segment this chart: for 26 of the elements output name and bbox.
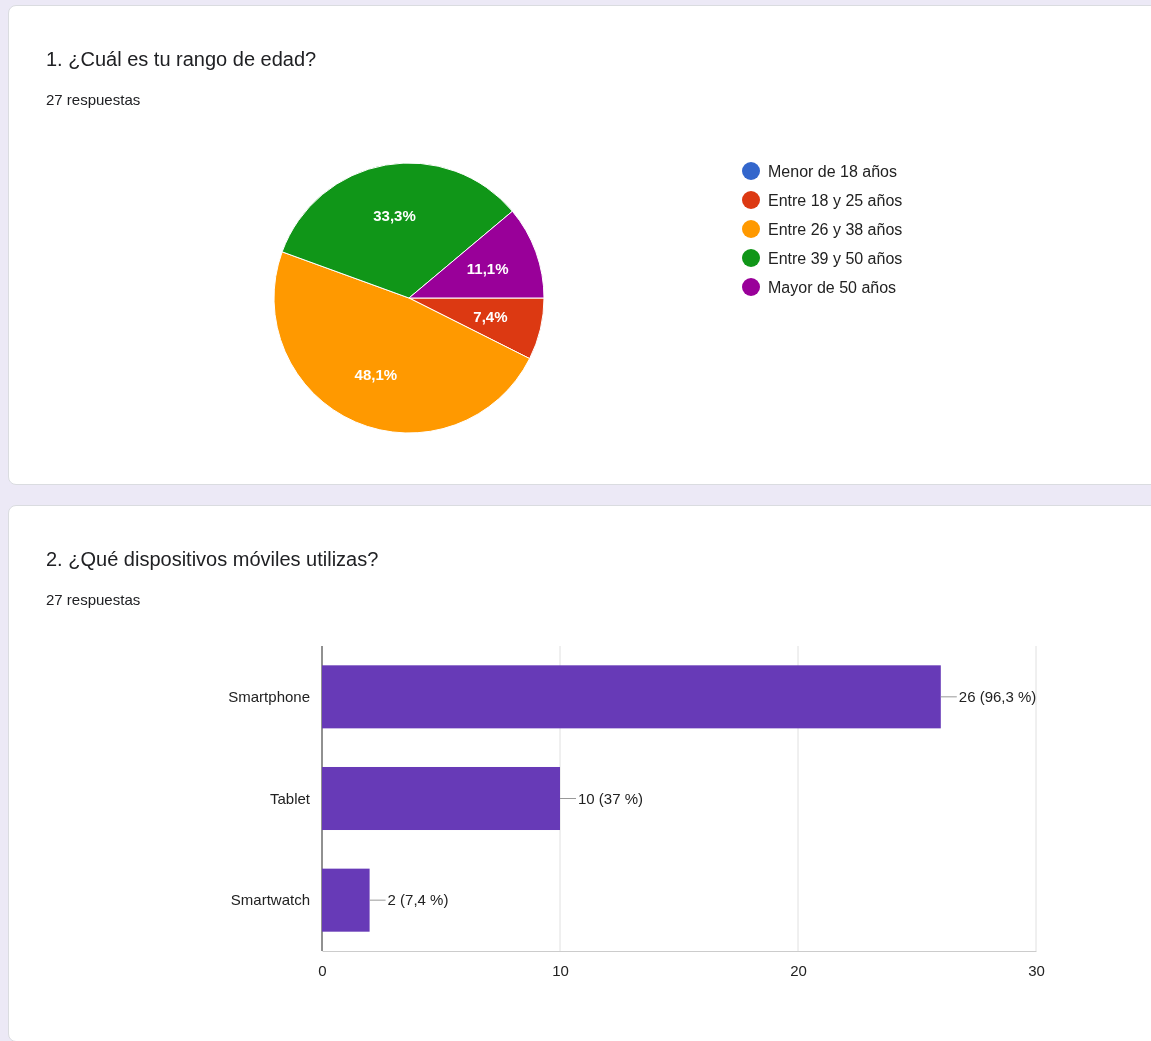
- bar: [322, 868, 370, 932]
- x-tick-label: 20: [790, 961, 807, 979]
- data-label: 48,1%: [354, 365, 398, 383]
- x-tick-label: 0: [318, 961, 327, 979]
- bar: [322, 665, 941, 729]
- text: 27 respuestas: [46, 91, 141, 108]
- x-tick-label: 30: [1028, 961, 1045, 979]
- chart-title: 2. ¿Qué dispositivos móviles utilizas?: [46, 548, 379, 570]
- legend-label: Entre 26 y 38 años: [768, 221, 903, 238]
- y-tick-label: Tablet: [269, 789, 311, 807]
- bar: [322, 766, 560, 831]
- data-label: 7,4%: [473, 308, 508, 326]
- x-tick-label: 10: [552, 961, 569, 979]
- data-label: 11,1%: [466, 260, 509, 278]
- text: 27 respuestas: [46, 591, 141, 608]
- data-label: 33,3%: [373, 206, 416, 224]
- data-label: 2 (7,4 %): [387, 891, 449, 909]
- chart-title: 1. ¿Cuál es tu rango de edad?: [46, 48, 317, 70]
- legend-label: Entre 18 y 25 años: [768, 192, 903, 209]
- y-tick-label: Smartwatch: [230, 891, 310, 909]
- legend-label: Mayor de 50 años: [768, 279, 897, 296]
- y-tick-label: Smartphone: [228, 687, 310, 705]
- legend-label: Entre 39 y 50 años: [768, 250, 903, 267]
- data-label: 10 (37 %): [578, 789, 644, 807]
- data-label: 26 (96,3 %): [958, 687, 1037, 705]
- legend-label: Menor de 18 años: [768, 163, 897, 180]
